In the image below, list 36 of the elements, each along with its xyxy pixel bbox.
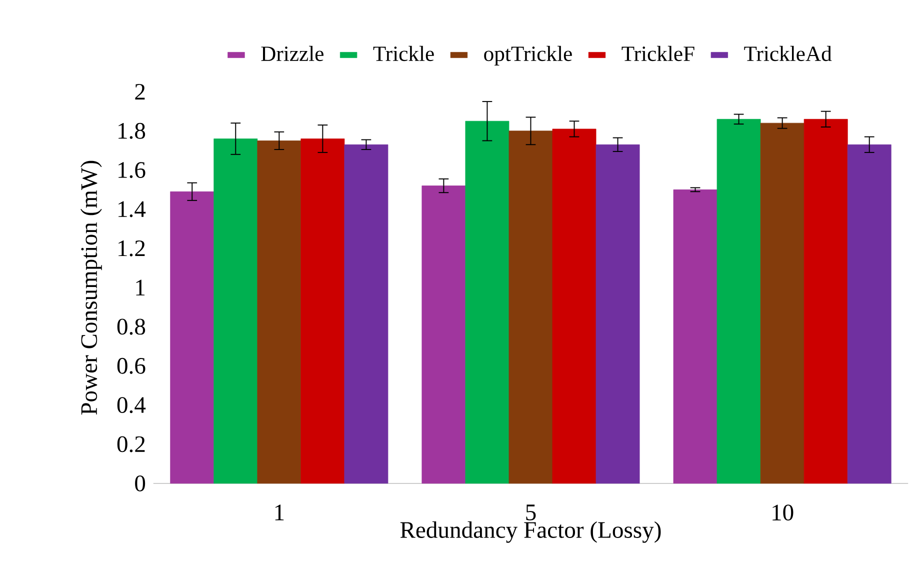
y-tick-label: 1.6 [118, 162, 146, 178]
bar [804, 118, 848, 484]
y-tick-label: 0.8 [117, 318, 146, 335]
y-tick-label: 2 [135, 84, 145, 100]
y-tick-label: 1 [136, 280, 145, 296]
bar [596, 144, 640, 484]
y-tick-label: 0.2 [117, 436, 145, 452]
bar [508, 130, 553, 484]
legend-label: TrickleF [622, 46, 694, 61]
legend-label: TrickleAd [744, 46, 832, 61]
y-axis-title: Power Consumption (mW) [80, 160, 102, 415]
x-tick-label: 5 [526, 504, 536, 520]
bar [344, 144, 388, 484]
bar [847, 144, 892, 484]
legend-label: optTrickle [484, 46, 572, 66]
bar [422, 185, 466, 484]
bar [170, 191, 214, 484]
y-tick-label: 1.4 [118, 201, 146, 218]
x-axis-title: Redundancy Factor (Lossy) [400, 521, 661, 543]
y-tick-label: 0.4 [117, 396, 146, 413]
bar [673, 189, 718, 484]
bar [552, 128, 596, 484]
bar [716, 118, 761, 484]
y-tick-label: 1.8 [118, 122, 146, 139]
x-tick-label: 10 [772, 504, 794, 520]
bar [760, 122, 804, 484]
bar [465, 120, 510, 484]
bar [257, 140, 302, 484]
y-tick-label: 0.6 [117, 358, 146, 374]
y-tick-label: 1.2 [118, 240, 145, 256]
x-tick-label: 1 [275, 504, 284, 520]
bar [214, 138, 258, 484]
legend-label: Trickle [373, 46, 434, 61]
legend-label: Drizzle [261, 46, 324, 61]
bar [300, 138, 345, 484]
y-tick-label: 0 [135, 475, 146, 492]
